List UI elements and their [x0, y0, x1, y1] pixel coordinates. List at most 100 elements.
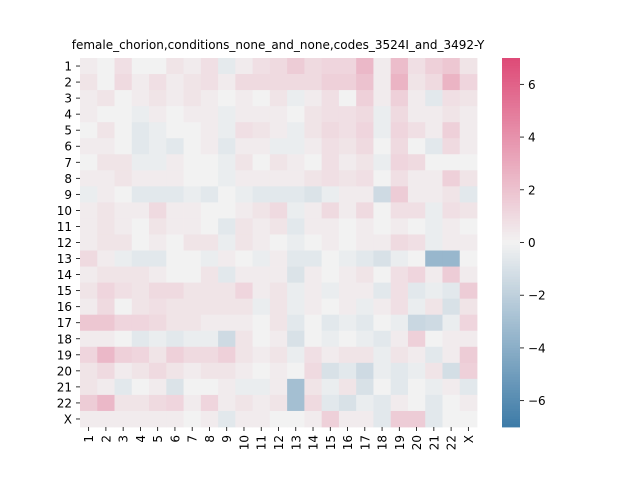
heatmap-cell-14-19 — [390, 266, 409, 284]
x-tick-label: 21 — [427, 435, 441, 450]
heatmap-cell-1-20 — [407, 58, 426, 75]
heatmap-cell-X-9 — [218, 410, 236, 428]
heatmap-cell-X-18 — [373, 410, 392, 428]
heatmap-cell-11-15 — [321, 218, 340, 235]
colorbar-segment — [502, 369, 520, 373]
heatmap-cell-17-22 — [442, 314, 461, 332]
heatmap-cell-22-21 — [425, 394, 443, 412]
heatmap-cell-13-1 — [80, 250, 98, 267]
heatmap-cell-20-3 — [114, 362, 133, 380]
colorbar-segment — [502, 421, 520, 425]
heatmap-cell-1-17 — [356, 58, 374, 75]
heatmap-cell-1-11 — [252, 58, 271, 75]
heatmap-cell-8-X — [459, 170, 478, 187]
heatmap-cell-21-20 — [407, 378, 426, 396]
heatmap-cell-12-16 — [338, 234, 357, 251]
colorbar-segment — [502, 361, 520, 365]
heatmap-cell-22-X — [459, 394, 478, 412]
heatmap-cell-19-1 — [80, 346, 98, 364]
colorbar-segment — [502, 173, 520, 178]
heatmap-cell-5-7 — [183, 122, 202, 139]
heatmap-cell-4-14 — [304, 106, 323, 123]
heatmap-cell-3-16 — [338, 90, 357, 107]
heatmap-cell-17-21 — [425, 314, 443, 332]
colorbar-segment — [502, 311, 520, 315]
x-tick-label: 1 — [82, 435, 96, 443]
heatmap-cell-4-20 — [407, 106, 426, 123]
heatmap-cell-21-5 — [149, 378, 167, 396]
heatmap-cell-6-20 — [407, 138, 426, 155]
heatmap-cell-17-19 — [390, 314, 409, 332]
heatmap-cell-12-13 — [287, 234, 305, 251]
heatmap-cell-3-14 — [304, 90, 323, 107]
heatmap-cell-7-6 — [166, 154, 184, 171]
heatmap-cell-15-2 — [97, 282, 115, 300]
heatmap-cell-18-6 — [166, 330, 184, 348]
y-tick-label: 12 — [57, 236, 72, 250]
heatmap-cell-18-18 — [373, 330, 392, 348]
heatmap-cell-17-X — [459, 314, 478, 332]
heatmap-cell-11-8 — [200, 218, 219, 235]
heatmap-cell-5-1 — [80, 122, 98, 139]
heatmap-cell-1-5 — [149, 58, 167, 75]
x-tick-label: 5 — [151, 435, 165, 443]
heatmap-cell-14-8 — [200, 266, 219, 284]
heatmap-cell-22-19 — [390, 394, 409, 412]
heatmap-cell-8-16 — [338, 170, 357, 187]
heatmap-cell-18-19 — [390, 330, 409, 348]
x-tick-label: 11 — [255, 435, 269, 450]
heatmap-cell-13-3 — [114, 250, 133, 267]
colorbar-segment — [502, 253, 520, 257]
heatmap-cell-8-6 — [166, 170, 184, 187]
heatmap-cell-3-10 — [235, 90, 254, 107]
y-tick-label: 17 — [57, 316, 72, 330]
heatmap-cell-9-12 — [269, 186, 288, 203]
heatmap-cell-1-6 — [166, 58, 184, 75]
heatmap-cell-X-6 — [166, 410, 184, 428]
heatmap-cell-13-12 — [269, 250, 288, 267]
x-tick-label: 14 — [307, 435, 321, 450]
heatmap-cell-1-15 — [321, 58, 340, 75]
colorbar-segment — [502, 258, 520, 262]
colorbar: −6 −4 −2 0 2 4 6 — [502, 58, 546, 428]
x-tick-label: 20 — [410, 435, 424, 450]
heatmap-cell-2-19 — [390, 74, 409, 91]
heatmap-cell-16-17 — [356, 298, 374, 316]
heatmap-cell-4-21 — [425, 106, 443, 123]
colorbar-segment — [502, 187, 520, 191]
colorbar-tick-label: −6 — [528, 394, 546, 408]
heatmap-cell-9-4 — [131, 186, 150, 203]
y-tick-label: 9 — [64, 188, 72, 202]
heatmap-cell-7-18 — [373, 154, 392, 171]
heatmap-cell-11-19 — [390, 218, 409, 235]
heatmap-cell-1-1 — [80, 58, 98, 75]
heatmap-cell-16-9 — [218, 298, 236, 316]
colorbar-segment — [502, 179, 520, 183]
heatmap-cell-8-15 — [321, 170, 340, 187]
heatmap-cell-20-16 — [338, 362, 357, 380]
heatmap-cell-4-18 — [373, 106, 392, 123]
heatmap-cell-10-11 — [252, 202, 271, 219]
x-tick-label: 6 — [168, 435, 182, 443]
heatmap-cell-16-10 — [235, 298, 254, 316]
heatmap-cell-16-6 — [166, 298, 184, 316]
heatmap-cell-10-X — [459, 202, 478, 219]
heatmap-cell-15-18 — [373, 282, 392, 300]
heatmap-cell-4-5 — [149, 106, 167, 123]
heatmap-cell-22-3 — [114, 394, 133, 412]
colorbar-segment — [502, 297, 520, 301]
heatmap-cell-19-13 — [287, 346, 305, 364]
heatmap-cell-19-12 — [269, 346, 288, 364]
heatmap-cell-19-5 — [149, 346, 167, 364]
heatmap-cell-15-17 — [356, 282, 374, 300]
heatmap-cell-21-16 — [338, 378, 357, 396]
colorbar-segment — [502, 81, 520, 85]
y-tick-label: 16 — [57, 300, 72, 314]
heatmap-cell-14-7 — [183, 266, 202, 284]
y-tick-label: 2 — [64, 76, 72, 90]
heatmap-cell-17-1 — [80, 314, 98, 332]
heatmap-cell-13-16 — [338, 250, 357, 267]
heatmap-cell-1-18 — [373, 58, 392, 75]
heatmap-cell-7-7 — [183, 154, 202, 171]
